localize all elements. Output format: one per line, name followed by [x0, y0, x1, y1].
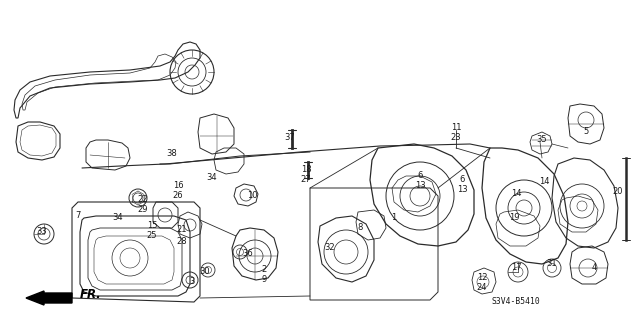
Text: 6: 6 [417, 170, 422, 180]
Text: 18: 18 [301, 166, 311, 174]
Text: 33: 33 [36, 227, 47, 236]
Text: 8: 8 [357, 224, 363, 233]
Text: 7: 7 [76, 211, 81, 220]
Text: 34: 34 [113, 213, 124, 222]
Text: 31: 31 [547, 259, 557, 269]
Text: 25: 25 [147, 232, 157, 241]
Text: 19: 19 [509, 213, 519, 222]
Text: 12: 12 [477, 273, 487, 283]
Text: 22: 22 [138, 196, 148, 204]
Text: 2: 2 [261, 265, 267, 275]
Text: 3: 3 [189, 278, 195, 286]
Text: S3V4-B5410: S3V4-B5410 [492, 298, 541, 307]
Text: 13: 13 [457, 186, 467, 195]
Text: 32: 32 [324, 243, 335, 253]
Text: 37: 37 [285, 133, 296, 143]
Text: 14: 14 [539, 177, 549, 187]
Text: 13: 13 [415, 181, 426, 189]
Text: 35: 35 [537, 136, 547, 145]
Text: 20: 20 [612, 188, 623, 197]
Text: 16: 16 [173, 181, 183, 189]
Text: FR.: FR. [80, 288, 102, 301]
Text: 28: 28 [177, 238, 188, 247]
Text: 14: 14 [511, 189, 521, 198]
Text: 24: 24 [477, 284, 487, 293]
Text: 26: 26 [173, 190, 183, 199]
Text: 27: 27 [301, 175, 311, 184]
Text: 23: 23 [451, 133, 461, 143]
Text: 6: 6 [460, 175, 465, 184]
Text: 1: 1 [392, 213, 397, 222]
Text: 5: 5 [584, 128, 589, 137]
Text: 38: 38 [166, 149, 177, 158]
FancyArrow shape [26, 291, 72, 305]
Text: 4: 4 [591, 263, 596, 272]
Text: 10: 10 [247, 191, 257, 201]
Text: 21: 21 [177, 226, 188, 234]
Text: 34: 34 [207, 174, 218, 182]
Text: 11: 11 [451, 123, 461, 132]
Text: 9: 9 [261, 276, 267, 285]
Text: 15: 15 [147, 221, 157, 231]
Text: 30: 30 [200, 268, 211, 277]
Text: 29: 29 [138, 205, 148, 214]
Text: 17: 17 [511, 263, 522, 272]
Text: 36: 36 [243, 249, 253, 258]
